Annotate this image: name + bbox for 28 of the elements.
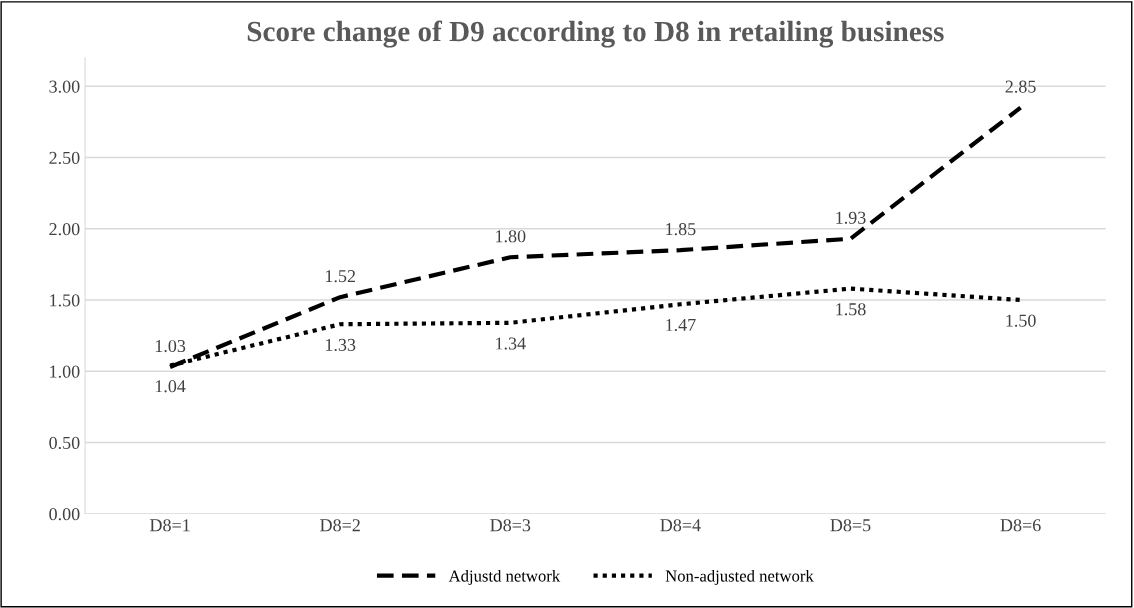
data-label: 1.03 [155,339,186,353]
data-label: 1.52 [325,270,355,283]
y-tick-label: 1.50 [50,294,80,307]
x-tick-label: D8=2 [320,519,360,532]
y-tick-label: 0.50 [49,436,80,450]
data-label: 1.34 [496,337,526,350]
data-label: 1.85 [666,223,696,236]
data-label: 2.85 [1005,80,1036,93]
x-tick-label: D8=1 [149,519,190,532]
chart-title: Score change of D9 according to D8 in retailing business [247,20,944,48]
y-tick-label: 3.00 [49,80,80,93]
data-label: 1.33 [325,338,356,352]
x-tick-label: D8=3 [490,519,531,532]
y-tick-label: 1.00 [50,365,80,378]
data-label: 1.93 [836,211,866,224]
x-tick-label: D8=4 [660,519,701,532]
y-tick-label: 2.00 [49,223,80,236]
x-tick-label: D8=5 [830,519,871,532]
legend-label: Non-adjusted network [665,569,814,586]
y-tick-label: 2.50 [49,151,80,165]
data-label: 1.80 [496,230,526,243]
data-label: 1.04 [155,380,186,393]
data-label: 1.50 [1006,314,1036,327]
legend-label: Adjustd network [448,569,561,586]
y-tick-label: 0.00 [49,508,80,521]
data-label: 1.58 [836,303,866,316]
data-label: 1.47 [666,318,696,332]
x-tick-label: D8=6 [1000,519,1041,532]
